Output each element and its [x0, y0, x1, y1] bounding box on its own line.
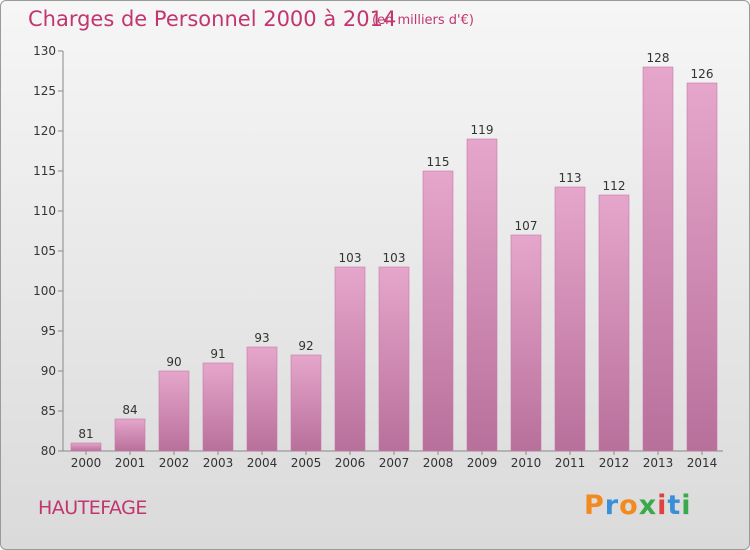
bar-2005 — [290, 354, 322, 452]
data-label: 128 — [647, 51, 670, 65]
x-tick-label: 2005 — [291, 456, 322, 470]
x-tick-label: 2013 — [643, 456, 674, 470]
x-tick-label: 2007 — [379, 456, 410, 470]
logo-letter: t — [667, 490, 682, 521]
data-label: 103 — [383, 251, 406, 265]
x-tick-label: 2001 — [115, 456, 146, 470]
logo-letter: i — [681, 490, 692, 521]
bar-2004 — [246, 346, 278, 452]
x-tick-label: 2008 — [423, 456, 454, 470]
x-tick-label: 2003 — [203, 456, 234, 470]
x-tick-label: 2012 — [599, 456, 630, 470]
data-label: 112 — [603, 179, 626, 193]
data-label: 81 — [78, 427, 93, 441]
bar-2009 — [466, 138, 498, 452]
logo-letter: x — [638, 490, 658, 521]
data-label: 119 — [471, 123, 494, 137]
y-tick-label: 120 — [33, 124, 56, 138]
y-tick-label: 90 — [41, 364, 56, 378]
data-label: 93 — [254, 331, 269, 345]
logo-letter: i — [657, 490, 668, 521]
bar-2012 — [598, 194, 630, 452]
x-tick-label: 2009 — [467, 456, 498, 470]
chart-title: Charges de Personnel 2000 à 2014 — [28, 7, 397, 31]
y-tick-label: 85 — [41, 404, 56, 418]
bar-2001 — [114, 418, 146, 452]
bar-2010 — [510, 234, 542, 452]
y-tick-label: 125 — [33, 84, 56, 98]
logo-letter: r — [604, 490, 620, 521]
x-tick-label: 2002 — [159, 456, 190, 470]
bar-2007 — [378, 266, 410, 452]
chart-subtitle: (en milliers d'€) — [372, 13, 474, 28]
x-tick-label: 2014 — [687, 456, 718, 470]
bar-2014 — [686, 82, 718, 452]
data-label: 115 — [427, 155, 450, 169]
proxiti-logo: Proxiti — [584, 490, 692, 521]
x-tick-label: 2011 — [555, 456, 586, 470]
y-tick-label: 115 — [33, 164, 56, 178]
bar-2002 — [158, 370, 190, 452]
data-label: 126 — [691, 67, 714, 81]
x-tick-label: 2000 — [71, 456, 102, 470]
data-label: 113 — [559, 171, 582, 185]
bar-2011 — [554, 186, 586, 452]
logo-letter: P — [584, 490, 605, 521]
data-label: 103 — [339, 251, 362, 265]
bar-2003 — [202, 362, 234, 452]
data-label: 107 — [515, 219, 538, 233]
data-label: 90 — [166, 355, 181, 369]
x-tick-label: 2010 — [511, 456, 542, 470]
y-tick-label: 130 — [33, 44, 56, 58]
bar-2000 — [70, 442, 102, 452]
data-label: 91 — [210, 347, 225, 361]
data-label: 92 — [298, 339, 313, 353]
y-tick-label: 80 — [41, 444, 56, 458]
bar-2013 — [642, 66, 674, 452]
place-name: HAUTEFAGE — [38, 497, 147, 519]
bar-2006 — [334, 266, 366, 452]
y-tick-label: 95 — [41, 324, 56, 338]
x-tick-label: 2004 — [247, 456, 278, 470]
y-tick-label: 110 — [33, 204, 56, 218]
logo-letter: o — [619, 490, 639, 521]
data-label: 84 — [122, 403, 137, 417]
y-tick-label: 100 — [33, 284, 56, 298]
x-tick-label: 2006 — [335, 456, 366, 470]
bar-2008 — [422, 170, 454, 452]
y-tick-label: 105 — [33, 244, 56, 258]
